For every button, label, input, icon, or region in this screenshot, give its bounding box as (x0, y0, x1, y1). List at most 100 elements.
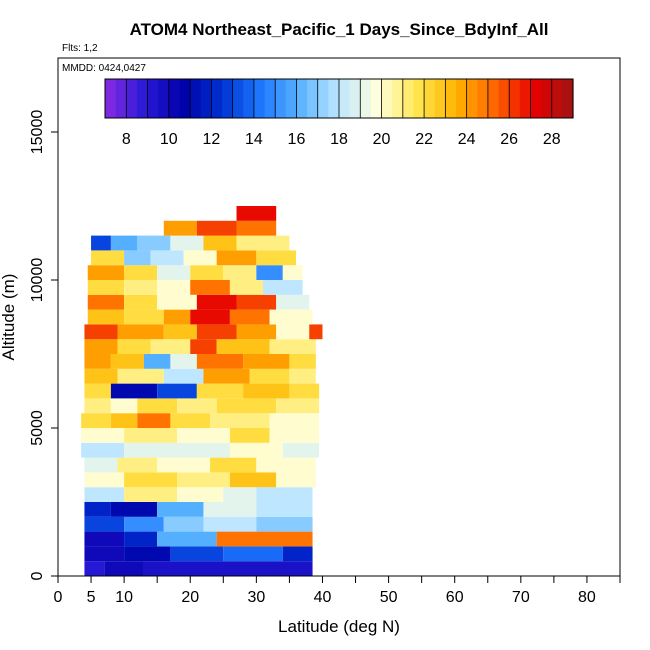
x-tick-label: 40 (314, 589, 332, 606)
colorbar-swatch (253, 79, 266, 118)
colorbar-swatch (349, 79, 361, 118)
heatmap-cell (229, 472, 277, 488)
heatmap-cell (256, 457, 316, 473)
heatmap-cell (117, 324, 164, 340)
x-tick-label: 80 (578, 589, 596, 606)
heatmap-cell (117, 368, 164, 384)
heatmap-cell (269, 413, 320, 428)
heatmap-cell (216, 398, 277, 414)
heatmap-cell (229, 442, 283, 458)
heatmap-cell (289, 368, 316, 384)
heatmap-cell (282, 265, 303, 280)
colorbar-swatch (541, 79, 553, 118)
heatmap-cell (110, 354, 144, 369)
colorbar-tick-label: 22 (415, 131, 433, 148)
heatmap-cell (190, 309, 230, 325)
dates-label: MMDD: 0424,0427 (62, 63, 146, 74)
colorbar-swatch (232, 79, 244, 118)
heatmap-cell (87, 294, 125, 310)
heatmap-cell (84, 487, 125, 502)
colorbar-swatch (190, 79, 202, 118)
heatmap-cell (124, 546, 171, 562)
colorbar-swatch (179, 79, 191, 118)
heatmap-cell (84, 324, 118, 340)
heatmap-cell (223, 487, 257, 502)
heatmap-cell (163, 368, 204, 384)
heatmap-cell (157, 265, 191, 280)
plot-frame (57, 57, 621, 577)
colorbar-swatch (413, 79, 425, 118)
heatmap-cell (223, 265, 257, 280)
heatmap-cell (117, 339, 151, 354)
colorbar-swatch (551, 79, 563, 118)
colorbar-tick-label: 20 (373, 131, 391, 148)
x-tick-label: 70 (512, 589, 530, 606)
heatmap-cell (124, 516, 164, 532)
colorbar-swatch (487, 79, 500, 118)
heatmap-cell (110, 413, 138, 428)
heatmap-cell (91, 235, 111, 251)
colorbar-swatch (158, 79, 170, 118)
colorbar-tick-label: 24 (458, 131, 476, 148)
y-tick-label: 15000 (29, 110, 46, 155)
colorbar-swatch (317, 79, 329, 118)
colorbar-swatch (264, 79, 276, 118)
heatmap-cell (150, 339, 191, 354)
x-tick-label: 10 (115, 589, 133, 606)
colorbar-swatch (498, 79, 510, 118)
heatmap-cell (124, 442, 178, 458)
heatmap-cell (256, 502, 313, 517)
heatmap-cell (87, 309, 125, 325)
heatmap-cell (84, 472, 125, 488)
heatmap-cell (124, 472, 178, 488)
heatmap-cell (229, 428, 270, 443)
heatmap-cell (216, 531, 313, 547)
heatmap-cell (137, 413, 171, 428)
y-axis: 0 5000 10000 15000 (29, 110, 58, 580)
colorbar-swatch (339, 79, 351, 118)
y-tick-label: 0 (29, 571, 46, 580)
colorbar-swatch (477, 79, 489, 118)
heatmap-cell (84, 546, 125, 562)
heatmap-cell (84, 531, 125, 547)
colorbar-swatch (381, 79, 393, 118)
heatmap-cell (223, 546, 283, 562)
colorbar-tick-label: 12 (202, 131, 220, 148)
colorbar-tick-label: 18 (330, 131, 348, 148)
heatmap-cell (203, 368, 250, 384)
heatmap-cell (190, 339, 217, 354)
heatmap-cell (81, 413, 111, 428)
colorbar-tick-label: 26 (500, 131, 518, 148)
heatmap-cell (110, 235, 138, 251)
heatmap-cell (137, 235, 171, 251)
colorbar-swatch (562, 79, 574, 118)
heatmap-cell (157, 531, 217, 547)
heatmap-cell (256, 516, 313, 532)
heatmap-cell (276, 398, 320, 414)
heatmap-cell (163, 516, 204, 532)
y-tick-label: 10000 (29, 258, 46, 303)
colorbar-swatch (105, 79, 117, 118)
colorbar-swatch (519, 79, 532, 118)
heatmap-cell (236, 294, 277, 310)
heatmap-cell (110, 502, 158, 517)
heatmap-cell (157, 502, 204, 517)
colorbar-swatch (530, 79, 542, 118)
heatmap-cell (87, 280, 125, 295)
heatmap-cell (276, 324, 310, 340)
colorbar-tick-label: 14 (245, 131, 263, 148)
heatmap-cell (124, 294, 158, 310)
heatmap-cell (137, 398, 178, 414)
heatmap-cell (196, 294, 237, 310)
heatmap-cell (309, 324, 323, 340)
heatmap-cell (196, 220, 237, 236)
colorbar-swatch (307, 79, 319, 118)
heatmap-cell (170, 546, 224, 562)
heatmap-cell (157, 280, 191, 295)
heatmap-cell (203, 235, 237, 251)
colorbar-swatch (456, 79, 468, 118)
colorbar-swatch (402, 79, 415, 118)
heatmap-cell (84, 502, 111, 517)
heatmap-cell (84, 398, 111, 414)
